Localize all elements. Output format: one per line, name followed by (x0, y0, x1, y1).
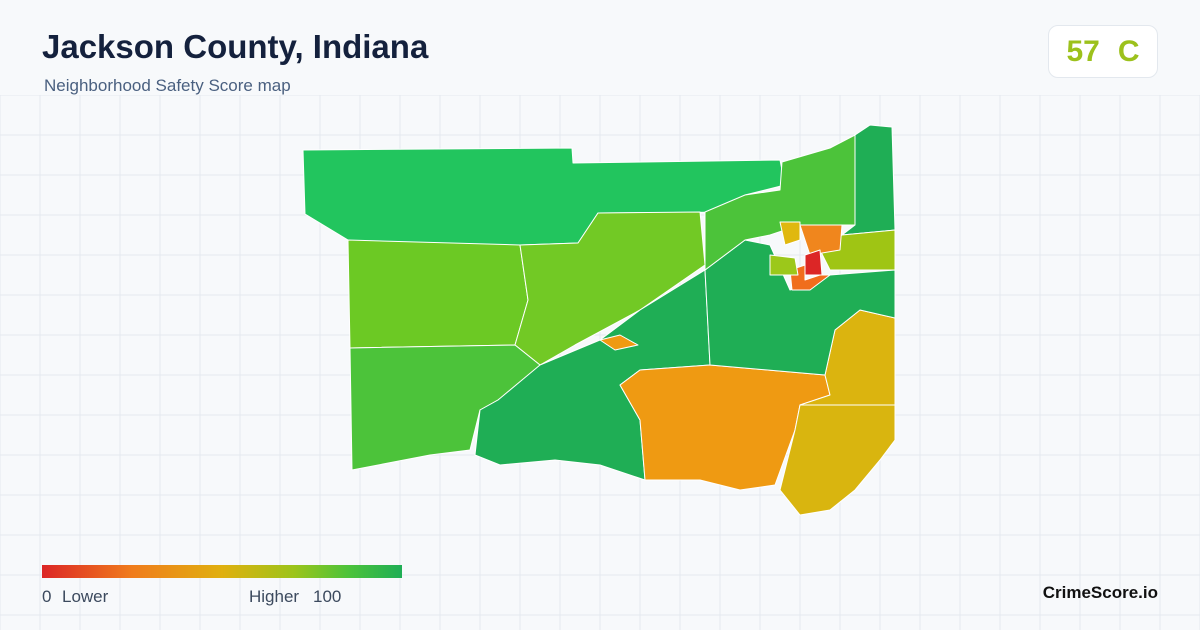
region (779, 404, 896, 516)
region (599, 334, 639, 351)
region (779, 221, 801, 246)
region (804, 249, 823, 276)
title: Jackson County, Indiana (42, 28, 429, 65)
brand: CrimeScore.io (1042, 583, 1158, 602)
legend-gradient (42, 565, 402, 578)
score-badge: 57 C (1048, 25, 1158, 78)
score-grade: C (1117, 34, 1140, 68)
region (347, 239, 529, 349)
subtitle: Neighborhood Safety Score map (44, 76, 291, 95)
legend-max-label: Higher (249, 587, 300, 606)
region (704, 239, 896, 376)
region (799, 224, 843, 256)
legend-min-label: Lower (62, 587, 109, 606)
legend-min: 0 (42, 587, 52, 606)
score-value: 57 (1066, 34, 1100, 68)
county-map (302, 124, 896, 516)
region (769, 254, 799, 276)
region (789, 264, 831, 291)
header-band (0, 0, 1200, 95)
legend-max: 100 (313, 587, 342, 606)
